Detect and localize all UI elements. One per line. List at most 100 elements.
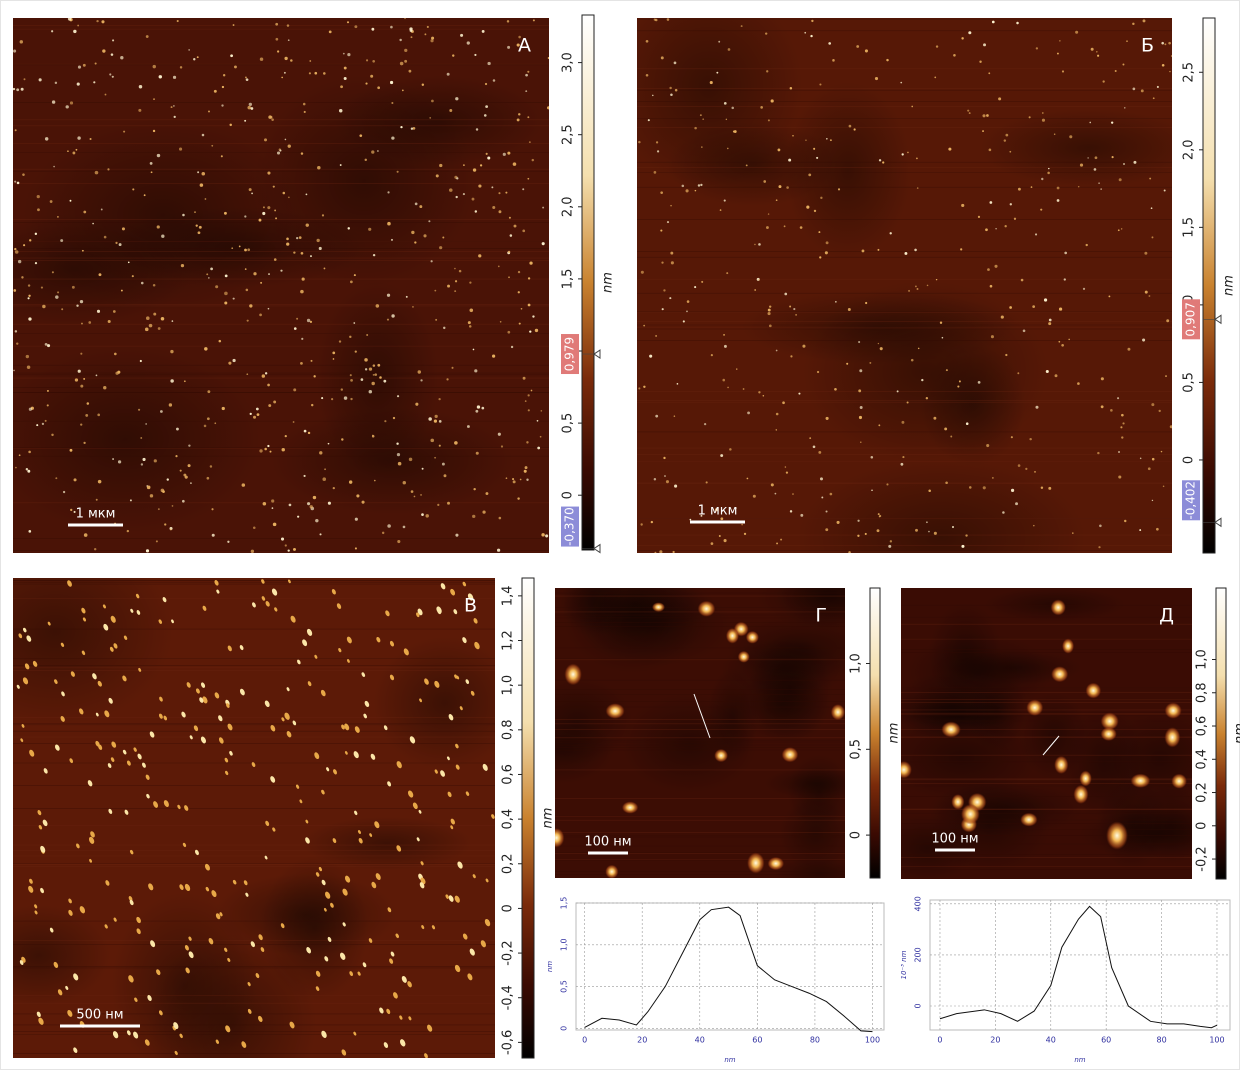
particle	[110, 53, 114, 56]
particle	[21, 276, 24, 279]
particle	[837, 188, 841, 191]
particle	[723, 199, 726, 202]
particle	[267, 444, 270, 448]
particle	[994, 264, 998, 268]
particle	[136, 610, 141, 615]
particle	[1063, 278, 1066, 281]
particle	[319, 451, 323, 455]
particle	[516, 43, 520, 47]
particle	[1166, 319, 1170, 323]
colorbar-tick-label: 0,4	[1195, 749, 1210, 770]
particle	[709, 81, 713, 85]
particle	[934, 76, 937, 79]
particle	[145, 423, 147, 425]
particle	[718, 535, 721, 537]
particle	[390, 951, 395, 957]
colorbar-unit: nm	[1233, 723, 1240, 744]
particle	[321, 397, 324, 400]
particle	[166, 478, 169, 481]
particle	[1169, 70, 1171, 73]
particle	[389, 958, 394, 964]
particle	[83, 533, 88, 537]
particle	[1169, 425, 1172, 429]
particle	[361, 500, 365, 504]
colorbar-marker	[593, 349, 601, 359]
particle	[1098, 182, 1100, 184]
particle	[179, 147, 183, 151]
particle	[309, 320, 313, 324]
particle	[986, 443, 990, 448]
particle	[13, 289, 17, 292]
particle	[475, 128, 479, 131]
particle	[928, 489, 931, 493]
particle	[158, 713, 163, 719]
particle	[161, 234, 165, 238]
particle	[419, 698, 422, 703]
particle	[247, 105, 252, 110]
particle	[638, 140, 641, 144]
particle	[790, 355, 793, 358]
particle	[605, 703, 625, 719]
particle	[452, 54, 455, 57]
particle	[15, 466, 17, 469]
particle	[1161, 63, 1165, 67]
colorbar-tick-label: 0	[561, 491, 576, 499]
particle	[513, 224, 517, 228]
particle	[1051, 666, 1069, 683]
particle	[332, 358, 335, 360]
particle	[29, 749, 35, 757]
particle	[20, 738, 24, 743]
y-tick-label: 0	[560, 1026, 569, 1031]
particle	[306, 318, 311, 323]
particle	[182, 213, 185, 217]
particle	[372, 59, 376, 63]
particle	[211, 890, 217, 898]
particle	[745, 164, 748, 167]
particle	[542, 206, 545, 209]
particle	[1122, 63, 1125, 66]
panel-letter: Д	[1159, 605, 1174, 627]
particle	[18, 454, 21, 457]
particle	[288, 579, 291, 584]
particle	[459, 706, 463, 711]
particle	[96, 309, 101, 313]
particle	[746, 477, 749, 480]
colorbar-tick-label: 1,5	[1182, 217, 1197, 238]
particle	[372, 253, 376, 257]
particle	[103, 386, 107, 390]
particle	[184, 805, 189, 811]
particle	[190, 482, 192, 485]
particle	[232, 879, 237, 885]
particle	[1064, 251, 1068, 255]
particle	[1139, 529, 1142, 531]
particle	[267, 307, 270, 310]
particle	[385, 610, 390, 617]
particle	[1090, 47, 1094, 51]
particle	[864, 49, 868, 53]
particle	[173, 115, 176, 118]
colorbar-tick-label: 0,2	[1195, 782, 1210, 803]
particle	[665, 480, 669, 484]
particle	[261, 579, 265, 584]
particle	[1068, 338, 1070, 341]
particle	[653, 171, 657, 174]
particle	[525, 73, 528, 77]
particle	[259, 313, 262, 317]
particle	[1124, 107, 1126, 109]
particle	[14, 247, 17, 251]
particle	[729, 448, 732, 451]
particle	[258, 1015, 263, 1023]
particle	[492, 354, 496, 358]
particle	[1170, 55, 1172, 57]
particle	[1082, 287, 1086, 290]
colorbar-tick-label: -0,2	[1195, 846, 1210, 871]
particle	[795, 313, 797, 316]
particle	[387, 191, 390, 194]
particle	[315, 518, 319, 523]
particle	[13, 87, 16, 91]
particle	[219, 912, 223, 917]
particle	[453, 609, 458, 615]
particle	[777, 148, 781, 152]
particle	[479, 164, 483, 167]
particle	[481, 406, 485, 410]
